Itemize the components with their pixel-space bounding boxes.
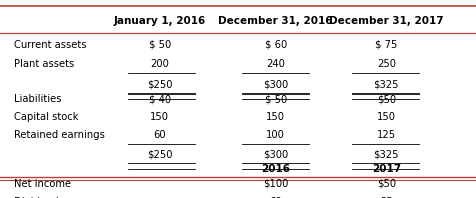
Text: Current assets: Current assets xyxy=(14,40,87,50)
Text: 60: 60 xyxy=(269,197,281,198)
Text: January 1, 2016: January 1, 2016 xyxy=(113,16,206,26)
Text: $50: $50 xyxy=(376,94,395,104)
Text: 240: 240 xyxy=(266,59,285,69)
Text: $325: $325 xyxy=(373,79,398,89)
Text: $250: $250 xyxy=(147,79,172,89)
Text: 150: 150 xyxy=(266,112,285,122)
Text: Liabilities: Liabilities xyxy=(14,94,62,104)
Text: 125: 125 xyxy=(376,130,395,140)
Text: $100: $100 xyxy=(262,179,288,189)
Text: $ 50: $ 50 xyxy=(264,94,286,104)
Text: 100: 100 xyxy=(266,130,285,140)
Text: Capital stock: Capital stock xyxy=(14,112,79,122)
Text: Plant assets: Plant assets xyxy=(14,59,74,69)
Text: Dividends: Dividends xyxy=(14,197,64,198)
Text: $ 75: $ 75 xyxy=(375,40,397,50)
Text: $ 50: $ 50 xyxy=(149,40,170,50)
Text: 2016: 2016 xyxy=(261,164,289,174)
Text: $ 40: $ 40 xyxy=(149,94,170,104)
Text: Retained earnings: Retained earnings xyxy=(14,130,105,140)
Text: 2017: 2017 xyxy=(371,164,400,174)
Text: $ 60: $ 60 xyxy=(264,40,286,50)
Text: $325: $325 xyxy=(373,149,398,159)
Text: 150: 150 xyxy=(150,112,169,122)
Text: 200: 200 xyxy=(150,59,169,69)
Text: 60: 60 xyxy=(153,130,166,140)
Text: $300: $300 xyxy=(263,79,288,89)
Text: $50: $50 xyxy=(376,179,395,189)
Text: 25: 25 xyxy=(379,197,392,198)
Text: December 31, 2017: December 31, 2017 xyxy=(328,16,443,26)
Text: 250: 250 xyxy=(376,59,395,69)
Text: 150: 150 xyxy=(376,112,395,122)
Text: $300: $300 xyxy=(263,149,288,159)
Text: Net income: Net income xyxy=(14,179,71,189)
Text: December 31, 2016: December 31, 2016 xyxy=(218,16,332,26)
Text: $250: $250 xyxy=(147,149,172,159)
